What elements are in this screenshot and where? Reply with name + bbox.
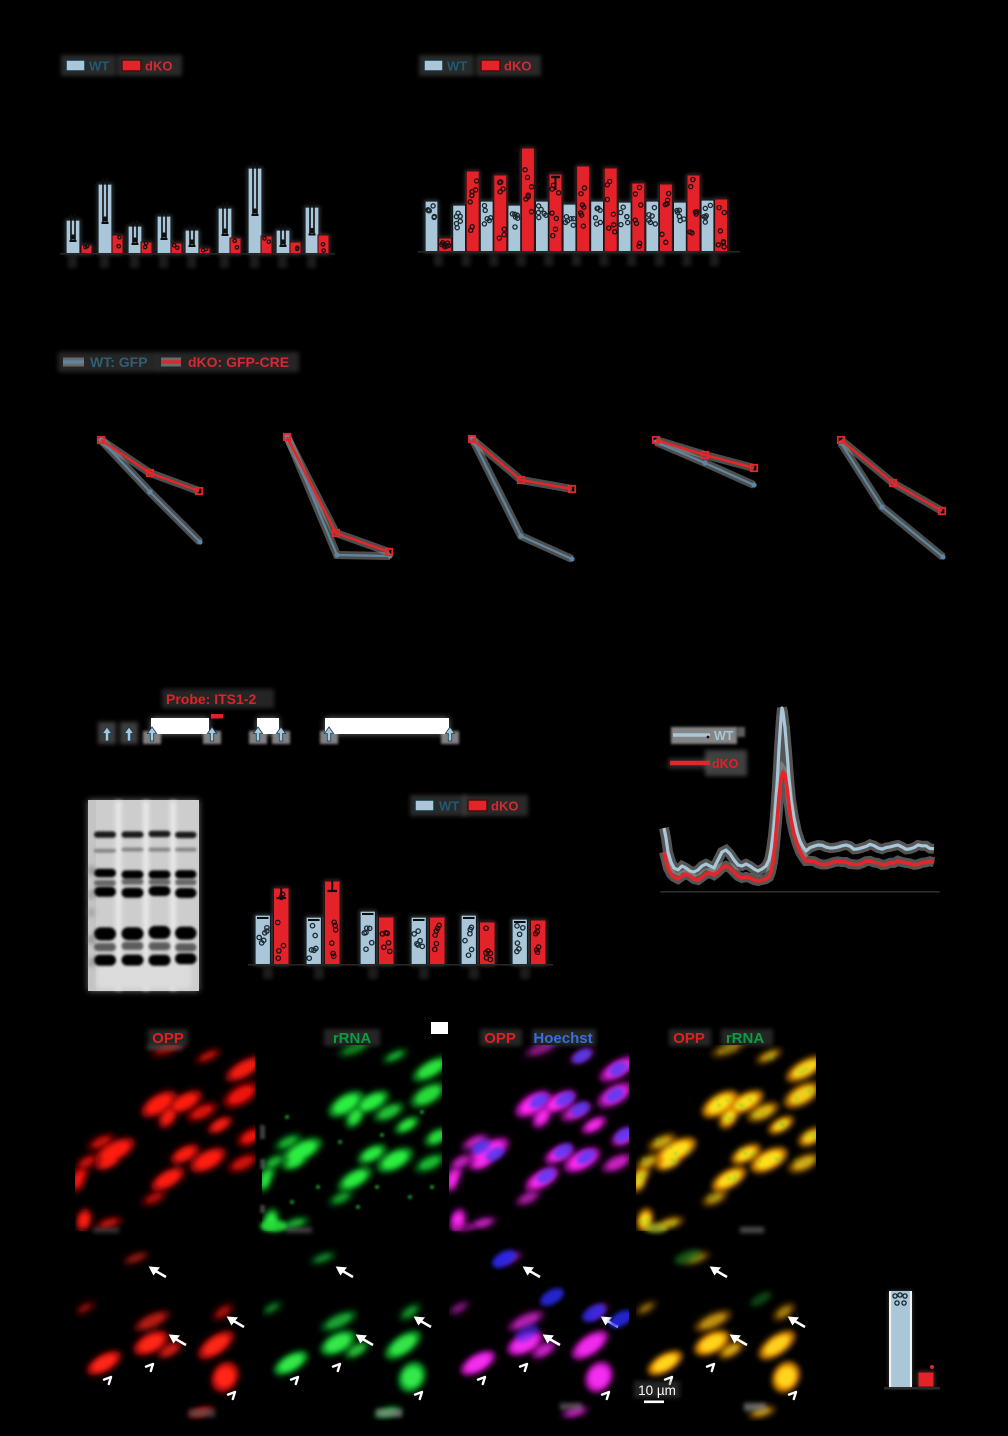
- svg-text:rRNA: rRNA: [333, 1030, 372, 1047]
- svg-text:rRNA: rRNA: [726, 1030, 765, 1047]
- svg-text:dKO: dKO: [504, 59, 531, 74]
- svg-text:WT: GFP: WT: GFP: [90, 354, 148, 370]
- svg-text:Probe: ITS1-2: Probe: ITS1-2: [166, 691, 256, 707]
- svg-text:Hoechst: Hoechst: [533, 1030, 592, 1047]
- svg-text:OPP: OPP: [484, 1030, 516, 1047]
- svg-text:10 µm: 10 µm: [638, 1383, 676, 1398]
- svg-text:WT: WT: [447, 59, 467, 74]
- svg-text:dKO: GFP-CRE: dKO: GFP-CRE: [188, 354, 289, 370]
- svg-text:WT: WT: [89, 59, 109, 74]
- svg-text:OPP: OPP: [152, 1030, 184, 1047]
- svg-text:dKO: dKO: [712, 757, 739, 771]
- svg-text:WT: WT: [714, 729, 734, 743]
- svg-text:dKO: dKO: [145, 59, 172, 74]
- svg-text:dKO: dKO: [491, 799, 518, 814]
- svg-text:OPP: OPP: [673, 1030, 705, 1047]
- svg-text:WT: WT: [439, 799, 459, 814]
